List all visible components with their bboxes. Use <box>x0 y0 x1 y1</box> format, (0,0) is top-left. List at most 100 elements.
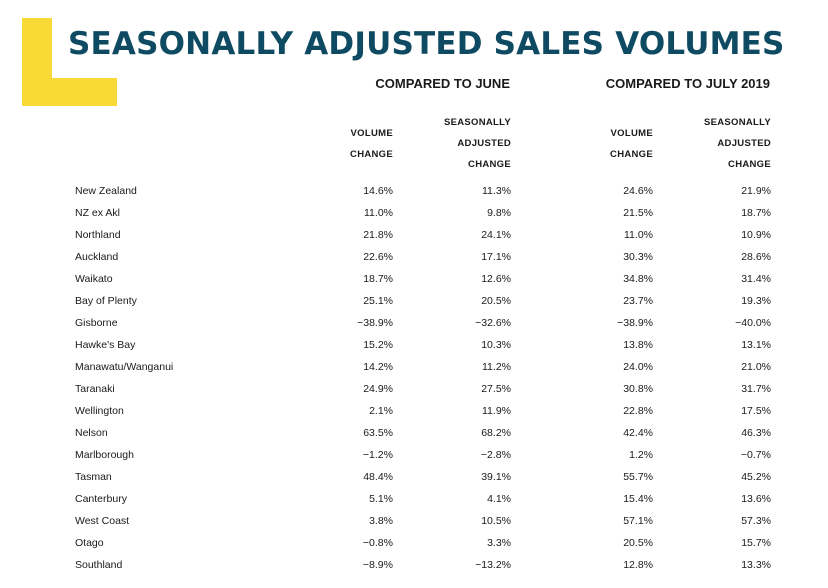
group-header-july: COMPARED TO JULY 2019 <box>605 76 770 91</box>
region-cell: Otago <box>75 537 104 549</box>
column-header-june-volume: VOLUME CHANGE <box>350 123 393 165</box>
column-header-july-seasonally-adjusted: SEASONALLY ADJUSTED CHANGE <box>704 112 771 175</box>
july-seasonally-adjusted-cell: −40.0% <box>735 317 771 329</box>
region-cell: Hawke's Bay <box>75 339 136 351</box>
column-header-line: SEASONALLY <box>703 117 771 128</box>
june-seasonally-adjusted-cell: 3.3% <box>487 537 511 549</box>
july-volume-cell: 20.5% <box>623 537 653 549</box>
july-seasonally-adjusted-cell: 17.5% <box>741 405 771 417</box>
accent-corner-horizontal <box>22 78 117 106</box>
july-volume-cell: 24.0% <box>623 361 653 373</box>
region-cell: Marlborough <box>75 449 134 461</box>
region-cell: Tasman <box>75 471 112 483</box>
region-cell: West Coast <box>75 515 130 527</box>
column-header-line: CHANGE <box>728 159 771 170</box>
table-row: Nelson 63.5% 68.2% 42.4% 46.3% <box>0 422 828 444</box>
region-cell: Nelson <box>75 427 108 439</box>
region-cell: NZ ex Akl <box>75 207 120 219</box>
june-seasonally-adjusted-cell: 39.1% <box>481 471 511 483</box>
june-seasonally-adjusted-cell: 11.9% <box>482 405 511 417</box>
june-volume-cell: 22.6% <box>363 251 393 263</box>
june-seasonally-adjusted-cell: 68.2% <box>481 427 511 439</box>
table-row: West Coast 3.8% 10.5% 57.1% 57.3% <box>0 510 828 532</box>
july-seasonally-adjusted-cell: 13.3% <box>741 559 771 571</box>
june-volume-cell: 63.5% <box>363 427 393 439</box>
july-volume-cell: 57.1% <box>623 515 653 527</box>
june-volume-cell: 25.1% <box>363 295 393 307</box>
july-volume-cell: 34.8% <box>623 273 653 285</box>
june-volume-cell: 18.7% <box>363 273 393 285</box>
region-cell: New Zealand <box>75 185 137 197</box>
july-volume-cell: 23.7% <box>623 295 653 307</box>
column-header-line: VOLUME <box>350 128 393 139</box>
july-seasonally-adjusted-cell: 21.9% <box>741 185 771 197</box>
table-row: Otago −0.8% 3.3% 20.5% 15.7% <box>0 532 828 554</box>
sales-table-body: New Zealand 14.6% 11.3% 24.6% 21.9% NZ ex Akl… <box>0 180 828 576</box>
june-seasonally-adjusted-cell: 4.1% <box>487 493 511 505</box>
table-row: Marlborough −1.2% −2.8% 1.2% −0.7% <box>0 444 828 466</box>
july-volume-cell: 12.8% <box>623 559 653 571</box>
table-row: Canterbury 5.1% 4.1% 15.4% 13.6% <box>0 488 828 510</box>
table-row: Taranaki 24.9% 27.5% 30.8% 31.7% <box>0 378 828 400</box>
july-seasonally-adjusted-cell: 15.7% <box>741 537 771 549</box>
june-volume-cell: 14.2% <box>363 361 393 373</box>
july-volume-cell: 1.2% <box>629 449 653 461</box>
june-seasonally-adjusted-cell: 24.1% <box>481 229 511 241</box>
june-seasonally-adjusted-cell: 17.1% <box>481 251 511 263</box>
column-header-line: ADJUSTED <box>457 138 511 149</box>
july-seasonally-adjusted-cell: 13.6% <box>741 493 771 505</box>
region-cell: Gisborne <box>75 317 118 329</box>
table-row: Northland 21.8% 24.1% 11.0% 10.9% <box>0 224 828 246</box>
region-cell: Canterbury <box>75 493 127 505</box>
june-seasonally-adjusted-cell: −2.8% <box>480 449 511 461</box>
region-cell: Bay of Plenty <box>75 295 137 307</box>
column-header-line: SEASONALLY <box>443 117 511 128</box>
june-seasonally-adjusted-cell: 27.5% <box>481 383 511 395</box>
june-volume-cell: 21.8% <box>363 229 393 241</box>
table-row: Auckland 22.6% 17.1% 30.3% 28.6% <box>0 246 828 268</box>
july-volume-cell: 15.4% <box>623 493 653 505</box>
july-volume-cell: 13.8% <box>623 339 653 351</box>
june-volume-cell: −38.9% <box>357 317 393 329</box>
june-seasonally-adjusted-cell: 12.6% <box>481 273 511 285</box>
june-volume-cell: 14.6% <box>363 185 393 197</box>
region-cell: Manawatu/Wanganui <box>75 361 174 373</box>
column-header-line: VOLUME <box>610 128 653 139</box>
june-seasonally-adjusted-cell: 11.3% <box>482 185 511 197</box>
page-title: SEASONALLY ADJUSTED SALES VOLUMES <box>68 26 785 62</box>
june-volume-cell: 15.2% <box>363 339 393 351</box>
july-seasonally-adjusted-cell: 18.7% <box>741 207 771 219</box>
table-row: Southland −8.9% −13.2% 12.8% 13.3% <box>0 554 828 576</box>
june-seasonally-adjusted-cell: −13.2% <box>475 559 511 571</box>
june-seasonally-adjusted-cell: 11.2% <box>482 361 511 373</box>
july-seasonally-adjusted-cell: 10.9% <box>741 229 771 241</box>
june-seasonally-adjusted-cell: 10.3% <box>481 339 511 351</box>
july-volume-cell: 22.8% <box>623 405 653 417</box>
july-seasonally-adjusted-cell: −0.7% <box>740 449 771 461</box>
column-header-line: CHANGE <box>468 159 511 170</box>
june-seasonally-adjusted-cell: −32.6% <box>475 317 511 329</box>
group-header-june: COMPARED TO JUNE <box>375 76 510 91</box>
july-seasonally-adjusted-cell: 45.2% <box>741 471 771 483</box>
table-row: Bay of Plenty 25.1% 20.5% 23.7% 19.3% <box>0 290 828 312</box>
table-row: Wellington 2.1% 11.9% 22.8% 17.5% <box>0 400 828 422</box>
july-volume-cell: 24.6% <box>623 185 653 197</box>
july-volume-cell: 21.5% <box>623 207 653 219</box>
june-volume-cell: −0.8% <box>362 537 393 549</box>
column-header-line: CHANGE <box>350 149 393 160</box>
table-row: NZ ex Akl 11.0% 9.8% 21.5% 18.7% <box>0 202 828 224</box>
june-volume-cell: 24.9% <box>363 383 393 395</box>
july-seasonally-adjusted-cell: 46.3% <box>741 427 771 439</box>
june-volume-cell: −1.2% <box>362 449 393 461</box>
column-header-line: ADJUSTED <box>717 138 771 149</box>
table-row: Gisborne −38.9% −32.6% −38.9% −40.0% <box>0 312 828 334</box>
july-seasonally-adjusted-cell: 57.3% <box>741 515 771 527</box>
july-seasonally-adjusted-cell: 21.0% <box>741 361 771 373</box>
july-volume-cell: 30.3% <box>623 251 653 263</box>
july-seasonally-adjusted-cell: 19.3% <box>741 295 771 307</box>
june-seasonally-adjusted-cell: 9.8% <box>487 207 511 219</box>
june-volume-cell: 11.0% <box>364 207 393 219</box>
region-cell: Southland <box>75 559 123 571</box>
region-cell: Wellington <box>75 405 124 417</box>
july-volume-cell: 42.4% <box>623 427 653 439</box>
